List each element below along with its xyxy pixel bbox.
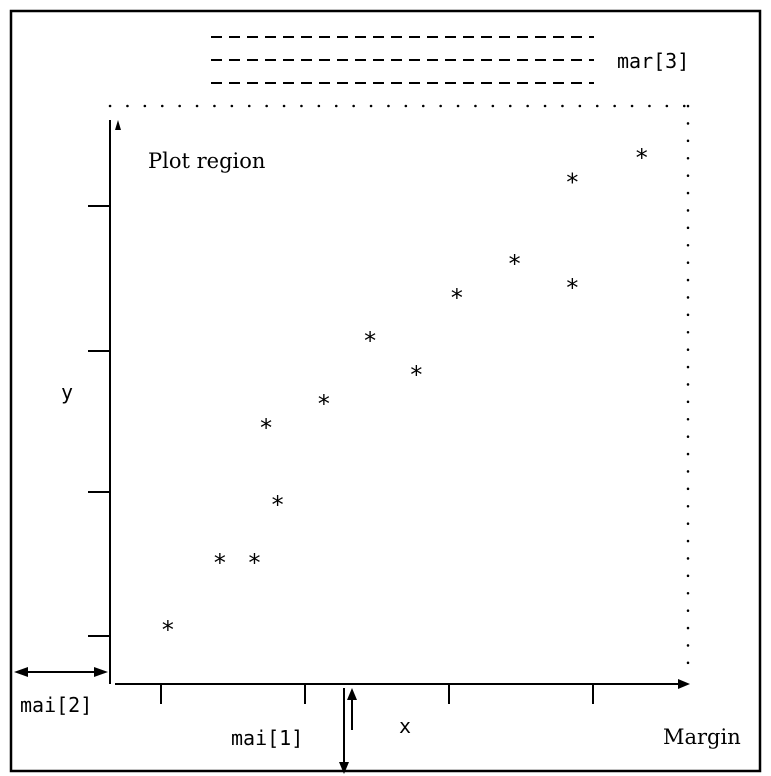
y-axis-label: y [61,380,73,404]
plot-region-label: Plot region [148,149,265,173]
mar3-label: mar[3] [617,49,689,73]
y-axis-arrow-icon [115,120,121,130]
mai1-up-arrow-icon [347,688,357,700]
y-axis-ticks [88,205,110,637]
scatter-points: * * * * * * * * * * * * * [161,144,649,644]
scatter-point: * [270,491,284,519]
scatter-point: * [409,361,423,389]
x-axis-ticks [160,684,594,704]
scatter-point: * [507,250,521,278]
scatter-point: * [317,390,331,418]
scatter-point: * [161,616,175,644]
mai1-label: mai[1] [231,726,303,750]
mai2-label: mai[2] [20,693,92,717]
scatter-point: * [565,274,579,302]
scatter-point: * [450,284,464,312]
x-axis-label: x [399,714,411,738]
figure-frame [9,9,762,773]
scatter-point: * [565,168,579,196]
scatter-point: * [259,414,273,442]
mai1-down-arrow-icon [339,762,349,774]
scatter-point: * [635,144,649,172]
scatter-point: * [213,549,227,577]
top-margin-lines [211,36,594,84]
margin-label: Margin [663,725,741,749]
mai2-left-arrow-icon [14,667,28,677]
scatter-point: * [363,327,377,355]
mai2-right-arrow-icon [94,667,108,677]
x-axis-arrow-icon [678,679,690,689]
scatter-point: * [247,549,261,577]
